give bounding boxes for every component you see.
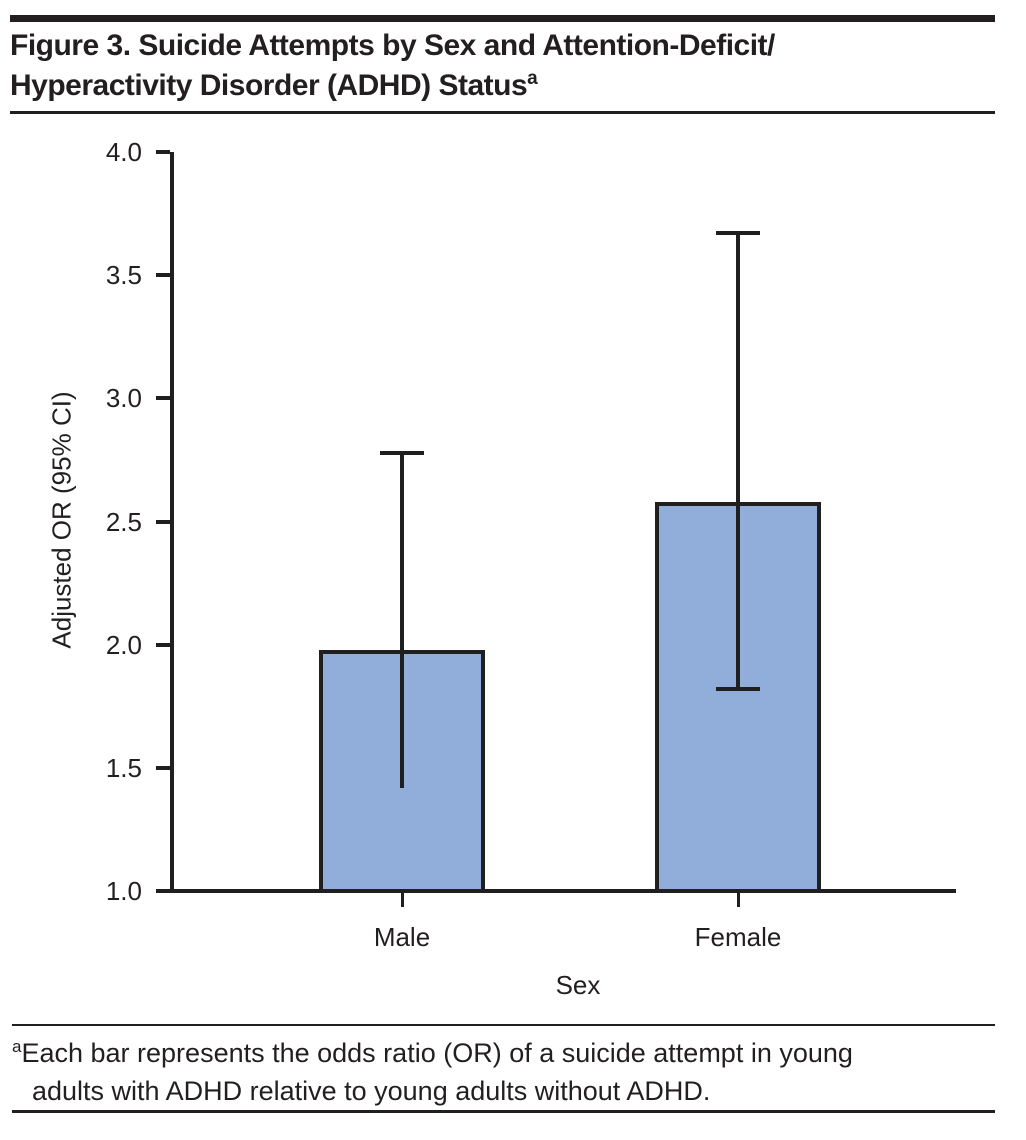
top-rule xyxy=(10,15,995,22)
y-axis-tick xyxy=(156,150,170,154)
footnote-marker: a xyxy=(12,1037,22,1056)
figure-title-line2-text: Hyperactivity Disorder (ADHD) Status xyxy=(10,69,528,102)
footnote-line1: aEach bar represents the odds ratio (OR)… xyxy=(12,1034,1016,1072)
error-bar-upper-cap-male xyxy=(380,450,424,455)
x-category-label-female: Female xyxy=(694,922,782,952)
y-axis-tick xyxy=(156,519,170,524)
y-tick-label: 4.0 xyxy=(105,137,142,167)
error-bar-lower-cap-female xyxy=(716,687,760,691)
y-axis-tick xyxy=(156,765,170,770)
y-axis-tick xyxy=(156,396,170,401)
y-tick-label: 3.0 xyxy=(105,383,142,414)
x-category-label-male: Male xyxy=(373,922,431,952)
y-tick-label: 1.5 xyxy=(105,752,142,783)
y-axis-tick xyxy=(156,889,170,893)
figure-title-line1: Figure 3. Suicide Attempts by Sex and At… xyxy=(10,29,775,62)
y-tick-label: 2.5 xyxy=(105,506,142,537)
y-tick-label: 2.0 xyxy=(105,629,142,660)
bar-chart: Adjusted OR (95% CI) Sex 1.0 1.5 2.0 2.5 3.0… xyxy=(47,137,956,1000)
figure-title: Figure 3. Suicide Attempts by Sex and At… xyxy=(10,26,1010,106)
footnote-line1-text: Each bar represents the odds ratio (OR) … xyxy=(21,1038,853,1068)
footnote-bottom-rule xyxy=(12,1110,995,1113)
footnote-line2: adults with ADHD relative to young adult… xyxy=(32,1076,711,1106)
x-axis-tick-male xyxy=(401,893,404,907)
y-tick-label: 1.0 xyxy=(105,876,142,906)
y-axis-tick xyxy=(156,273,170,278)
error-bar-female xyxy=(736,233,740,689)
y-axis-line xyxy=(170,152,174,893)
figure-title-line2: Hyperactivity Disorder (ADHD) Statusa xyxy=(10,66,1010,106)
y-tick-label: 3.5 xyxy=(105,260,142,291)
x-axis-line xyxy=(170,889,956,893)
footnote-top-rule xyxy=(12,1024,995,1026)
y-axis-tick xyxy=(156,642,170,647)
x-axis-title: Sex xyxy=(555,970,601,1000)
x-axis-tick-female xyxy=(737,893,740,907)
footnote: aEach bar represents the odds ratio (OR)… xyxy=(12,1034,1016,1110)
error-bar-upper-cap-female xyxy=(716,231,760,236)
figure-title-superscript: a xyxy=(527,68,538,89)
error-bar-male xyxy=(400,452,404,788)
title-underline xyxy=(10,111,995,114)
